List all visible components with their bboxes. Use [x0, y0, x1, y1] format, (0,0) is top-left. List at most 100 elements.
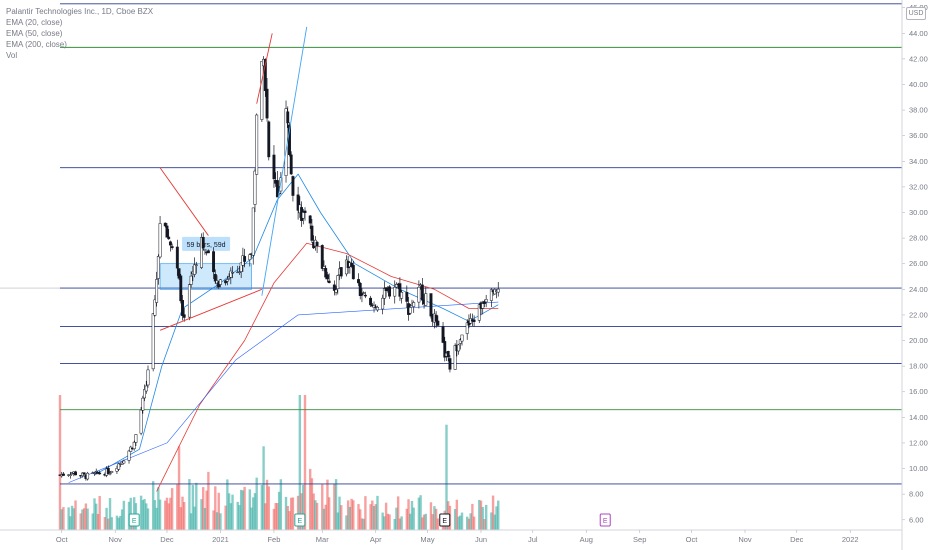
candle — [181, 300, 184, 316]
volume-bar — [400, 516, 403, 530]
candle — [68, 474, 72, 476]
volume-bar — [79, 513, 82, 530]
legend-symbol[interactable]: Palantir Technologies Inc., 1D, Cboe BZX — [6, 7, 154, 16]
volume-bar — [167, 503, 170, 530]
candle — [153, 299, 157, 316]
volume-bar — [176, 484, 179, 530]
legend-volume[interactable]: Vol — [6, 51, 18, 60]
candle — [272, 154, 276, 180]
volume-bar — [481, 507, 484, 530]
candle — [200, 237, 203, 268]
candle — [443, 341, 447, 358]
volume-bar — [82, 508, 86, 530]
legend-ema-50[interactable]: EMA (50, close) — [6, 29, 63, 38]
candle — [458, 339, 462, 344]
candle — [358, 282, 362, 296]
volume-bar — [93, 498, 96, 530]
candle — [167, 236, 171, 240]
earnings-marker — [128, 513, 140, 527]
candle — [424, 293, 428, 306]
candle — [398, 283, 402, 297]
volume-bar — [491, 495, 495, 530]
candle — [360, 293, 364, 296]
volume-bar — [203, 507, 207, 530]
candle — [420, 284, 424, 301]
volume-bar — [445, 424, 448, 530]
volume-bar — [396, 496, 400, 530]
candle — [296, 194, 300, 211]
volume-bar — [336, 512, 339, 530]
volume-bar — [405, 508, 409, 530]
x-tick-label: Oct — [56, 535, 69, 544]
y-tick-label: 36.00 — [909, 131, 928, 140]
volume-bar — [115, 515, 119, 530]
volume-bar — [267, 486, 270, 530]
legend-ema-200[interactable]: EMA (200, close) — [6, 40, 67, 49]
y-tick-label: 16.00 — [909, 387, 928, 396]
volume-bar — [229, 503, 233, 530]
candle — [400, 292, 404, 299]
candle — [436, 320, 440, 326]
volume-bar — [224, 505, 227, 530]
x-tick-label: Jun — [475, 535, 487, 544]
earnings-marker-label: E — [442, 518, 447, 525]
volume-bar — [453, 509, 457, 530]
candle — [243, 256, 247, 262]
candle — [481, 303, 485, 309]
volume-bar — [310, 478, 314, 530]
volume-bar — [86, 508, 89, 530]
earnings-marker-label: E — [132, 518, 137, 525]
candle — [201, 237, 205, 249]
volume-bar — [279, 479, 283, 530]
range-box-label-bg — [182, 236, 231, 251]
candle — [62, 473, 65, 476]
volume-bar — [276, 503, 279, 530]
volume-bar — [122, 500, 126, 530]
candle — [168, 241, 172, 246]
candle — [82, 472, 86, 475]
volume-bar — [300, 493, 303, 530]
legend-ema-20[interactable]: EMA (20, close) — [6, 18, 63, 27]
volume-bar — [62, 507, 65, 530]
candle — [446, 351, 450, 358]
volume-bar — [264, 503, 267, 530]
volume-bar — [484, 504, 488, 530]
x-tick-label: Aug — [580, 535, 593, 544]
y-tick-label: 44.00 — [909, 29, 928, 38]
y-tick-label: 28.00 — [909, 234, 928, 243]
volume-bar — [483, 518, 486, 530]
candle — [175, 246, 179, 269]
candle — [189, 275, 193, 285]
x-tick-label: Sep — [633, 535, 646, 544]
candle — [322, 266, 326, 269]
chart-legend: Palantir Technologies Inc., 1D, Cboe BZX… — [6, 6, 153, 61]
volume-bar — [407, 499, 410, 530]
volume-bar — [227, 493, 231, 530]
candle — [219, 279, 222, 285]
volume-bar — [260, 485, 264, 530]
currency-badge[interactable]: USD — [906, 7, 926, 20]
candle — [363, 294, 367, 297]
x-tick-label: Jul — [528, 535, 538, 544]
horizontal-levels — [0, 3, 902, 485]
candle — [248, 254, 252, 261]
candles — [58, 56, 500, 481]
volume-bar — [321, 484, 324, 530]
volume-bar — [472, 516, 476, 530]
volume-bar — [424, 513, 427, 530]
candle — [357, 279, 360, 284]
volume-bar — [189, 513, 193, 530]
candle — [376, 307, 379, 311]
volume-bar — [239, 489, 243, 530]
volume-bar — [96, 513, 100, 530]
volume-bar — [327, 497, 331, 530]
volume-bar — [388, 514, 391, 530]
volume-bar — [157, 487, 160, 530]
volume-bar — [139, 495, 143, 530]
volume-bar — [398, 518, 402, 530]
volume-bar — [465, 516, 469, 530]
volume-bar — [238, 505, 241, 530]
y-tick-label: 32.00 — [909, 182, 928, 191]
volume-bar — [436, 518, 440, 530]
